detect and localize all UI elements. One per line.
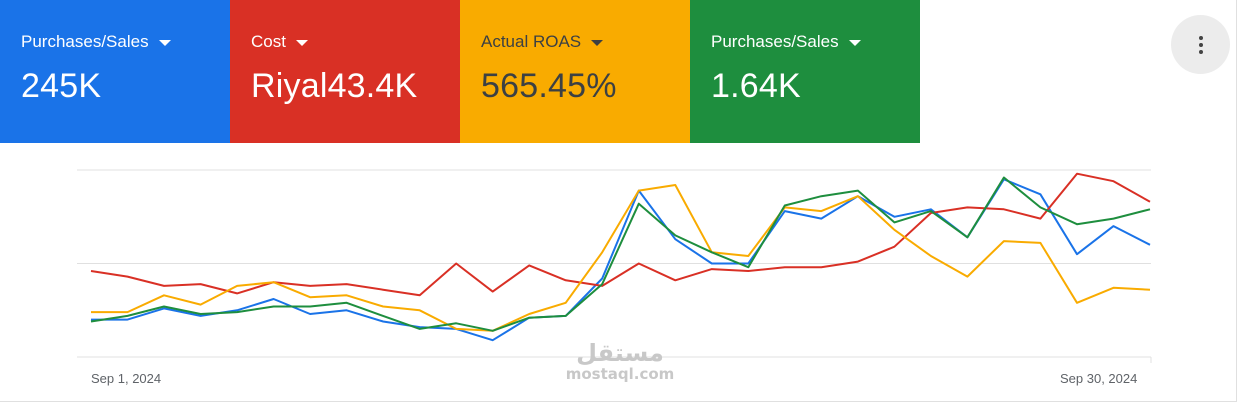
watermark-latin: mostaql.com	[565, 365, 675, 383]
scorecard-value: 565.45%	[481, 67, 617, 105]
x-tick-label-start: Sep 1, 2024	[91, 371, 162, 386]
dropdown-caret-icon[interactable]	[295, 40, 308, 46]
series-line-1	[90, 172, 1151, 297]
scorecard-purchases-sales[interactable]: Purchases/Sales 245K	[0, 0, 230, 143]
dropdown-caret-icon[interactable]	[848, 40, 861, 46]
scorecard-value: 245K	[21, 67, 102, 105]
scorecard-value: 1.64K	[711, 67, 801, 105]
scorecard-header[interactable]: Purchases/Sales	[711, 30, 920, 54]
more-options-button[interactable]	[1171, 15, 1230, 74]
dropdown-caret-icon[interactable]	[591, 40, 604, 46]
scorecard-bar: Purchases/Sales 245K Cost Riyal43.4K Act…	[0, 0, 920, 143]
scorecard-label: Cost	[251, 32, 286, 51]
scorecard-header[interactable]: Purchases/Sales	[21, 30, 230, 54]
series-line-0	[91, 178, 1151, 342]
scorecard-purchases-sales-2[interactable]: Purchases/Sales 1.64K	[690, 0, 920, 143]
scorecard-label: Purchases/Sales	[711, 32, 839, 51]
more-vert-icon	[1198, 34, 1203, 55]
dropdown-caret-icon[interactable]	[158, 40, 171, 46]
watermark-logo: مستقل mostaql.com	[560, 340, 680, 382]
series-line-2	[91, 184, 1151, 332]
watermark-arabic: مستقل	[576, 339, 664, 367]
scorecard-label: Actual ROAS	[481, 32, 582, 51]
scorecard-value: Riyal43.4K	[251, 67, 418, 105]
scorecard-header[interactable]: Actual ROAS	[481, 30, 690, 54]
series-line-3	[90, 176, 1151, 332]
scorecard-cost[interactable]: Cost Riyal43.4K	[230, 0, 460, 143]
scorecard-label: Purchases/Sales	[21, 32, 149, 51]
x-tick-label-end: Sep 30, 2024	[1060, 371, 1138, 386]
scorecard-header[interactable]: Cost	[251, 30, 460, 54]
scorecard-actual-roas[interactable]: Actual ROAS 565.45%	[460, 0, 690, 143]
